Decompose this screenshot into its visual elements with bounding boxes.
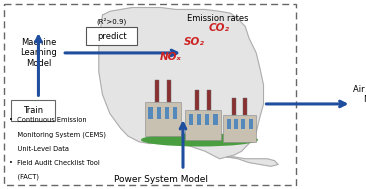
Ellipse shape [141, 133, 258, 146]
Text: Unit-Level Data: Unit-Level Data [9, 146, 69, 152]
Text: (R²>0.9): (R²>0.9) [97, 18, 127, 26]
Text: Monitoring System (CEMS): Monitoring System (CEMS) [9, 131, 106, 138]
Bar [167, 80, 171, 102]
Bar [188, 114, 193, 125]
Text: Train: Train [23, 106, 43, 115]
Bar [242, 119, 245, 129]
FancyBboxPatch shape [86, 27, 137, 45]
Bar [227, 119, 231, 129]
Text: Air Quality
Model: Air Quality Model [353, 85, 366, 104]
Text: predict: predict [97, 32, 126, 41]
Bar [165, 107, 169, 119]
Bar [234, 119, 238, 129]
Bar [249, 119, 253, 129]
FancyBboxPatch shape [11, 100, 55, 121]
Polygon shape [227, 157, 278, 166]
Bar [154, 80, 159, 102]
Bar [195, 90, 199, 110]
Bar [157, 107, 161, 119]
Text: SO₂: SO₂ [183, 37, 205, 46]
Bar [223, 115, 256, 142]
Bar [185, 110, 221, 140]
Text: •  Continuous Emission: • Continuous Emission [9, 117, 87, 123]
Bar [213, 114, 218, 125]
Bar [145, 102, 181, 136]
Bar [232, 98, 236, 115]
Bar [207, 90, 212, 110]
Bar [148, 107, 153, 119]
Bar [243, 98, 247, 115]
Polygon shape [99, 8, 264, 159]
Bar [173, 107, 178, 119]
Bar [205, 114, 209, 125]
Text: •  Field Audit Checklist Tool: • Field Audit Checklist Tool [9, 160, 100, 166]
Text: CO₂: CO₂ [209, 23, 230, 33]
Text: Machine
Learning
Model: Machine Learning Model [20, 38, 57, 68]
Bar [197, 114, 201, 125]
Text: Power System Model: Power System Model [114, 175, 208, 184]
Text: NOₓ: NOₓ [159, 52, 181, 62]
Text: (FACT): (FACT) [9, 174, 39, 180]
Text: Emission rates: Emission rates [187, 14, 249, 23]
